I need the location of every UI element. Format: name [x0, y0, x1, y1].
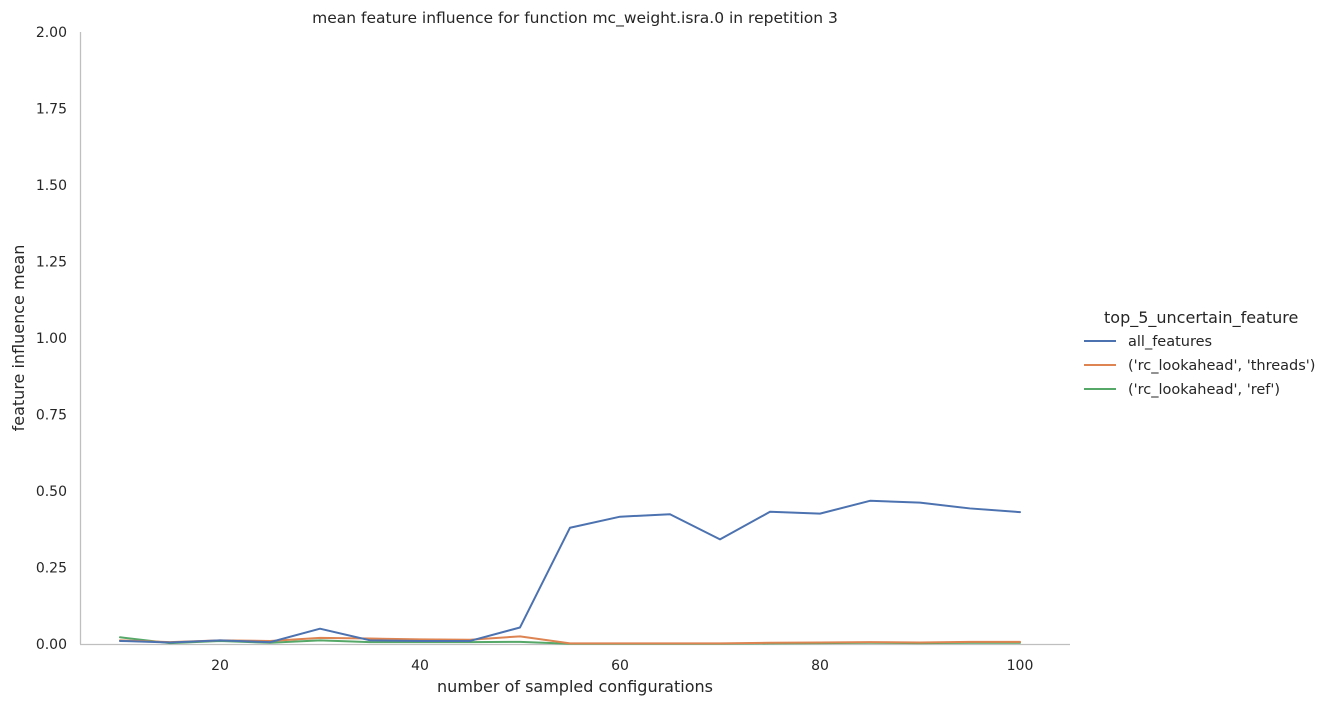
legend-items: all_features ('rc_lookahead', 'threads') (… [1084, 334, 1315, 398]
y-tick-label: 2.00 [36, 25, 67, 41]
y-tick-labels: 0.00 0.25 0.50 0.75 1.00 1.25 1.50 1.75 2.00 [36, 25, 67, 653]
legend: top_5_uncertain_feature all_features ('rc… [1084, 308, 1315, 398]
legend-label-2: ('rc_lookahead', 'threads') [1128, 358, 1315, 374]
x-tick-label: 80 [811, 658, 829, 674]
y-tick-label: 1.00 [36, 331, 67, 347]
series-lines [119, 499, 1021, 645]
y-tick-label: 0.25 [36, 561, 67, 577]
x-tick-label: 100 [1007, 658, 1034, 674]
legend-title: top_5_uncertain_feature [1104, 308, 1298, 328]
chart-title: mean feature influence for function mc_w… [312, 9, 838, 28]
y-axis-label: feature influence mean [9, 245, 28, 432]
x-tick-labels: 20 40 60 80 100 [211, 658, 1033, 674]
y-tick-label: 1.75 [36, 102, 67, 118]
y-tick-label: 0.00 [36, 637, 67, 653]
legend-label-1: all_features [1128, 334, 1212, 350]
x-tick-label: 40 [411, 658, 429, 674]
plot-area: 0.00 0.25 0.50 0.75 1.00 1.25 1.50 1.75 2.00 20 4… [36, 25, 1070, 674]
x-tick-label: 20 [211, 658, 229, 674]
y-tick-label: 0.50 [36, 484, 67, 500]
legend-label-3: ('rc_lookahead', 'ref') [1128, 382, 1280, 398]
series-line-1 [119, 499, 1021, 644]
y-tick-label: 0.75 [36, 408, 67, 424]
series-line-2 [119, 635, 1021, 645]
y-tick-label: 1.25 [36, 255, 67, 271]
x-tick-label: 60 [611, 658, 629, 674]
y-tick-label: 1.50 [36, 178, 67, 194]
x-axis-label: number of sampled configurations [437, 677, 713, 696]
